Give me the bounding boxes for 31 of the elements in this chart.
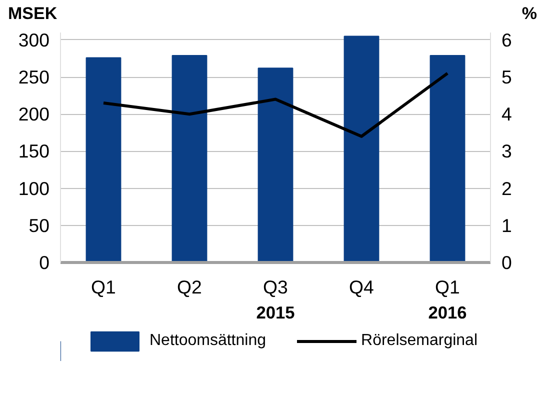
y2-tick-label: 6 [502,29,512,50]
y2-tick-label: 4 [502,104,512,125]
x-tick-label: Q1 [435,276,460,298]
legend-label: Rörelsemarginal [361,332,478,350]
text: 2015 [256,302,296,322]
y-tick-label: 200 [18,104,50,125]
x-tick-label: Q4 [349,276,374,298]
y2-tick-label: 5 [502,66,512,88]
y2-tick-label: 2 [502,178,512,199]
x-tick-label: Q1 [91,276,116,298]
y-tick-label: 100 [18,178,50,199]
text: 2016 [428,302,468,322]
bar [344,36,380,262]
legend-label: Nettoomsättning [149,332,266,350]
y-tick-label: 250 [18,66,50,88]
y-tick-label: 0 [39,252,50,273]
bar [258,68,294,262]
y2-tick-label: 1 [502,214,512,236]
y-tick-label: 50 [28,214,50,236]
x-tick-label: Q3 [263,276,288,298]
bar [172,55,208,262]
line-series [102,72,449,138]
x-tick-label: Q2 [177,276,202,298]
y-tick-label: 150 [18,140,50,162]
y2-tick-label: 0 [502,252,512,273]
y2-axis-title: % [522,3,537,25]
bar [430,55,466,262]
bar [86,57,122,262]
y-tick-label: 300 [18,29,50,50]
y2-tick-label: 3 [502,140,512,162]
y-axis-title: MSEK [8,3,58,25]
